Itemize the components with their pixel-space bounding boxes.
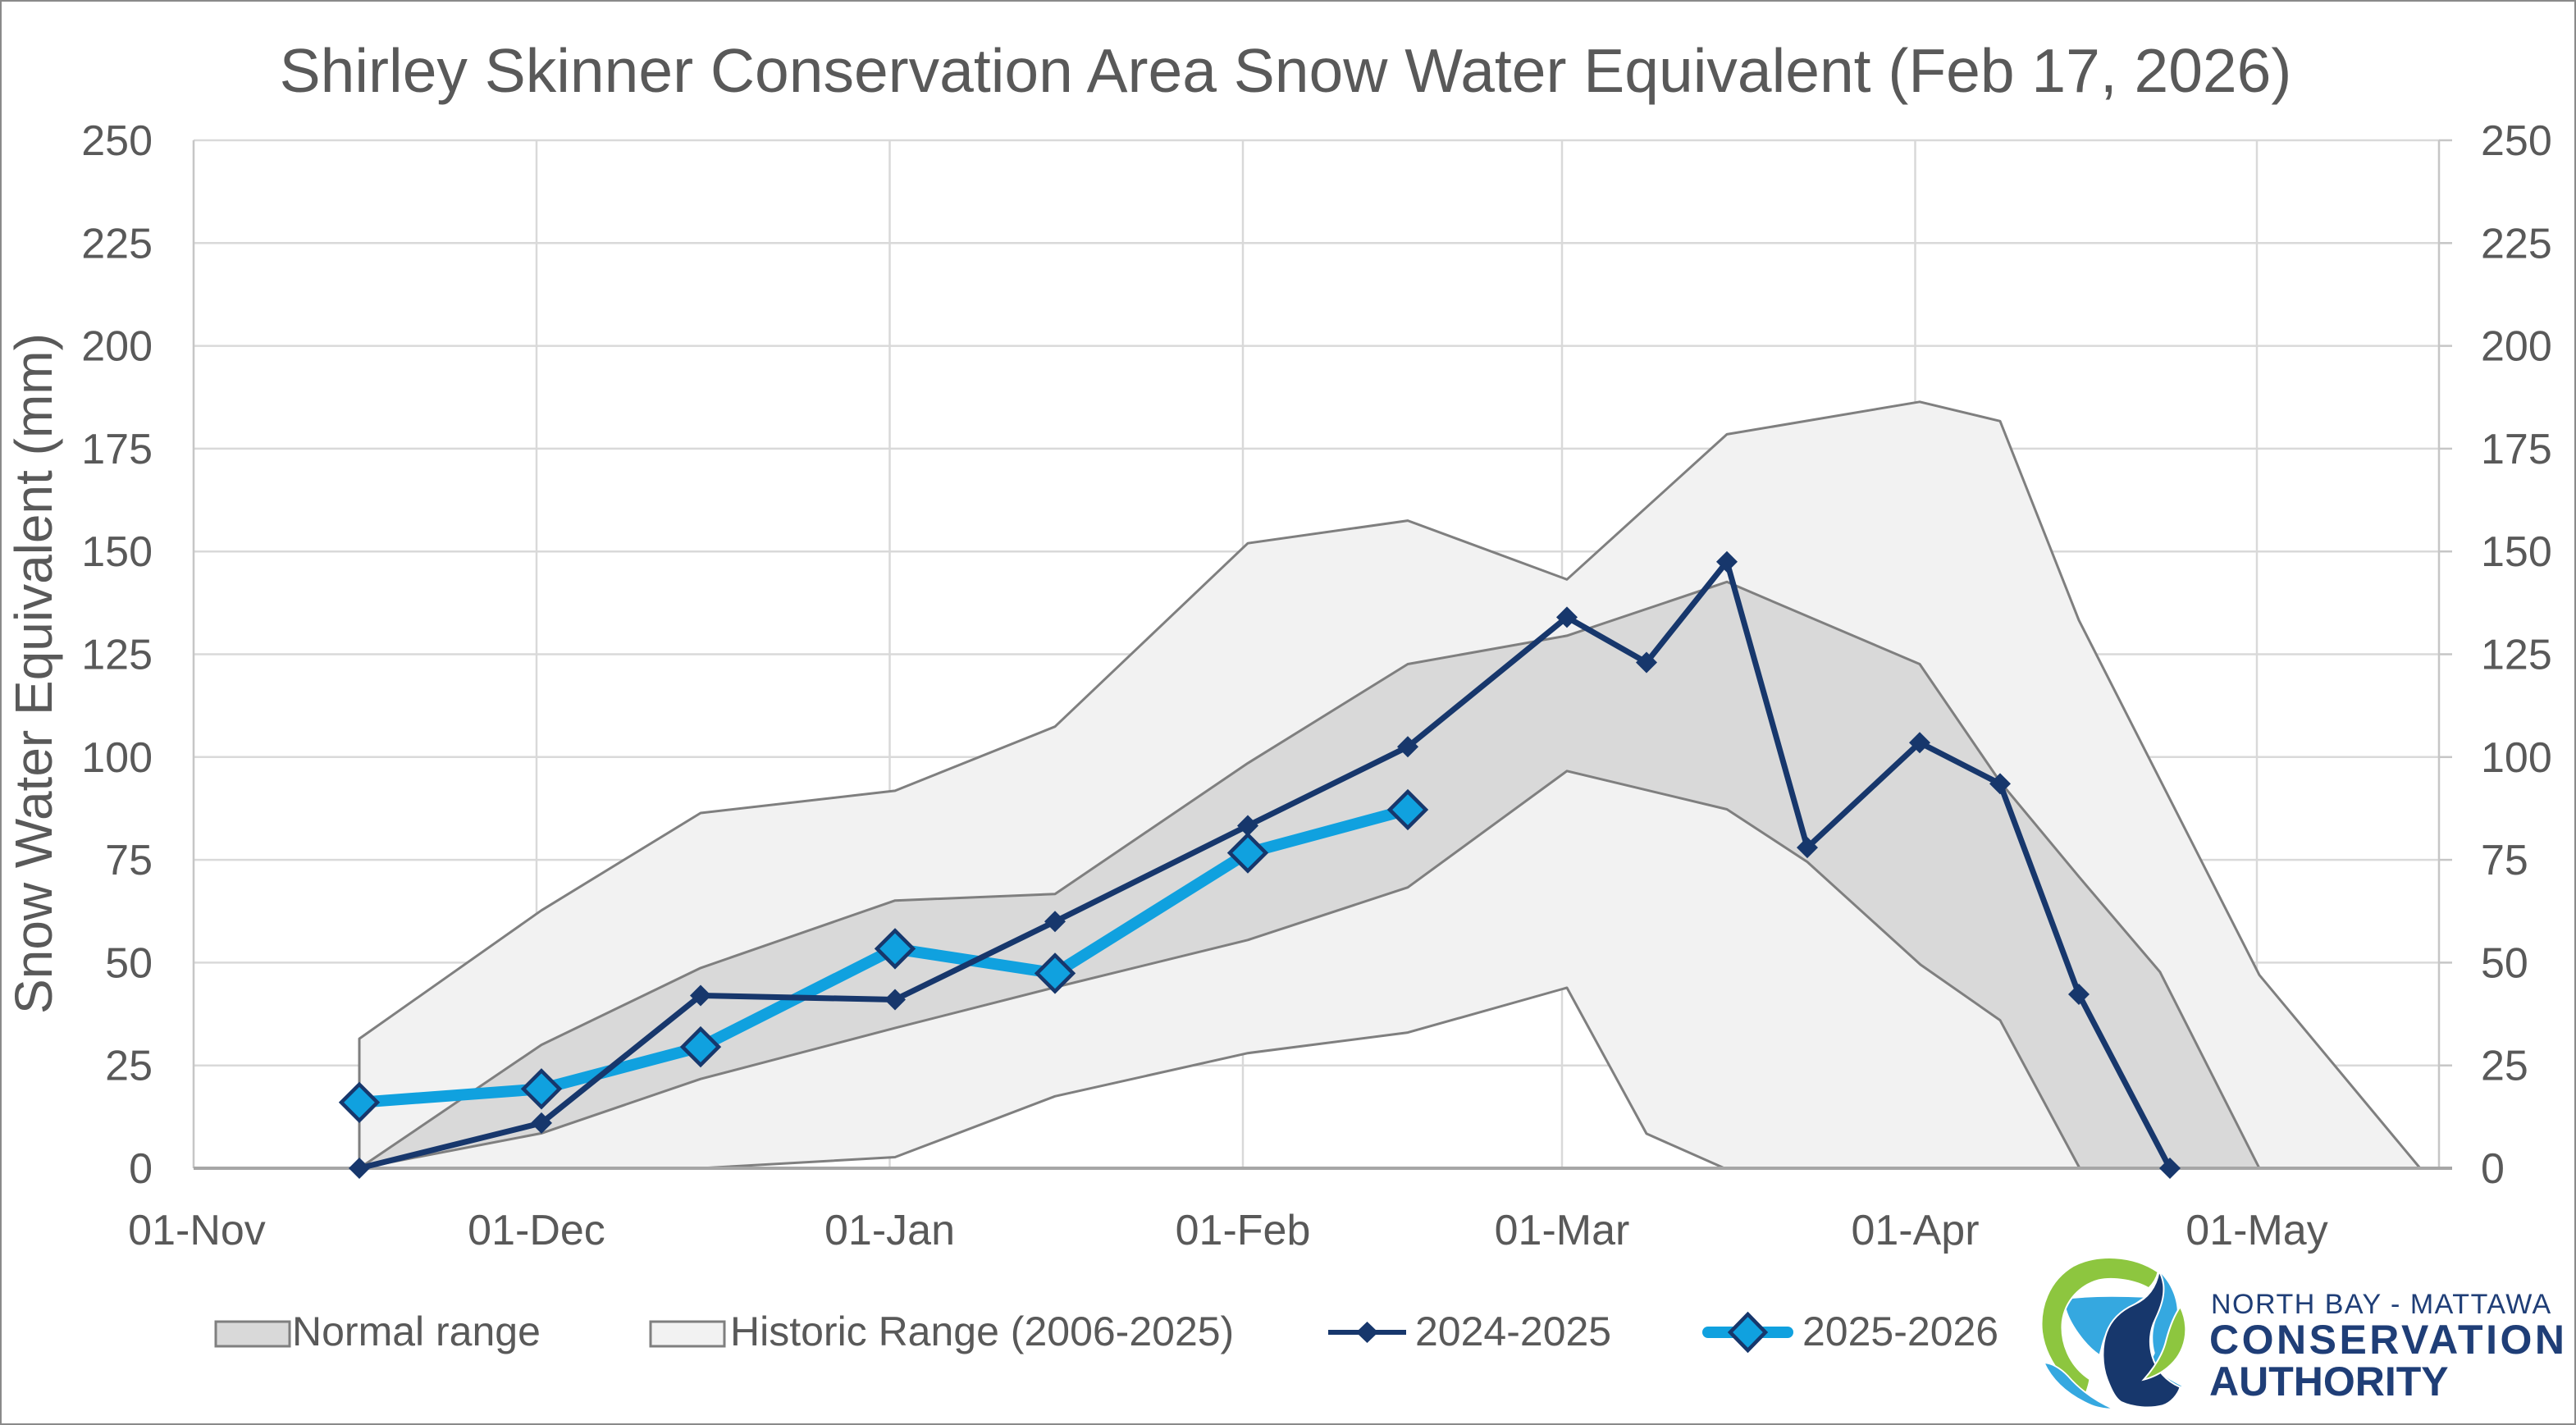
- svg-text:Shirley Skinner Conservation A: Shirley Skinner Conservation Area Snow W…: [280, 36, 2292, 105]
- svg-text:150: 150: [2481, 528, 2552, 576]
- svg-text:250: 250: [81, 117, 153, 165]
- svg-text:25: 25: [105, 1043, 153, 1090]
- svg-text:125: 125: [2481, 632, 2552, 679]
- svg-text:175: 175: [2481, 426, 2552, 473]
- svg-text:75: 75: [2481, 837, 2528, 884]
- svg-text:225: 225: [81, 220, 153, 267]
- svg-text:Snow Water Equivalent (mm): Snow Water Equivalent (mm): [4, 333, 63, 1014]
- svg-text:75: 75: [105, 837, 153, 884]
- svg-text:2024-2025: 2024-2025: [1415, 1309, 1611, 1354]
- svg-text:0: 0: [2481, 1145, 2505, 1193]
- svg-text:01-Jan: 01-Jan: [824, 1207, 955, 1254]
- svg-text:0: 0: [129, 1145, 153, 1193]
- svg-text:200: 200: [81, 323, 153, 371]
- svg-text:CONSERVATION: CONSERVATION: [2209, 1317, 2567, 1363]
- svg-text:2025-2026: 2025-2026: [1802, 1309, 1998, 1354]
- svg-text:01-Feb: 01-Feb: [1176, 1207, 1311, 1254]
- svg-text:AUTHORITY: AUTHORITY: [2209, 1359, 2449, 1404]
- svg-text:150: 150: [81, 528, 153, 576]
- svg-text:01-Dec: 01-Dec: [468, 1207, 605, 1254]
- svg-text:100: 100: [81, 734, 153, 782]
- svg-text:125: 125: [81, 632, 153, 679]
- svg-text:25: 25: [2481, 1043, 2528, 1090]
- svg-text:01-May: 01-May: [2185, 1207, 2327, 1254]
- svg-text:Historic Range (2006-2025): Historic Range (2006-2025): [730, 1309, 1234, 1354]
- svg-text:250: 250: [2481, 117, 2552, 165]
- svg-text:01-Mar: 01-Mar: [1495, 1207, 1630, 1254]
- svg-text:01-Apr: 01-Apr: [1851, 1207, 1979, 1254]
- svg-text:Normal range: Normal range: [292, 1309, 541, 1354]
- svg-text:50: 50: [2481, 939, 2528, 987]
- svg-text:50: 50: [105, 939, 153, 987]
- svg-text:NORTH BAY - MATTAWA: NORTH BAY - MATTAWA: [2211, 1289, 2552, 1320]
- svg-text:01-Nov: 01-Nov: [128, 1207, 266, 1254]
- svg-text:200: 200: [2481, 323, 2552, 371]
- svg-text:225: 225: [2481, 220, 2552, 267]
- svg-text:100: 100: [2481, 734, 2552, 782]
- svg-text:175: 175: [81, 426, 153, 473]
